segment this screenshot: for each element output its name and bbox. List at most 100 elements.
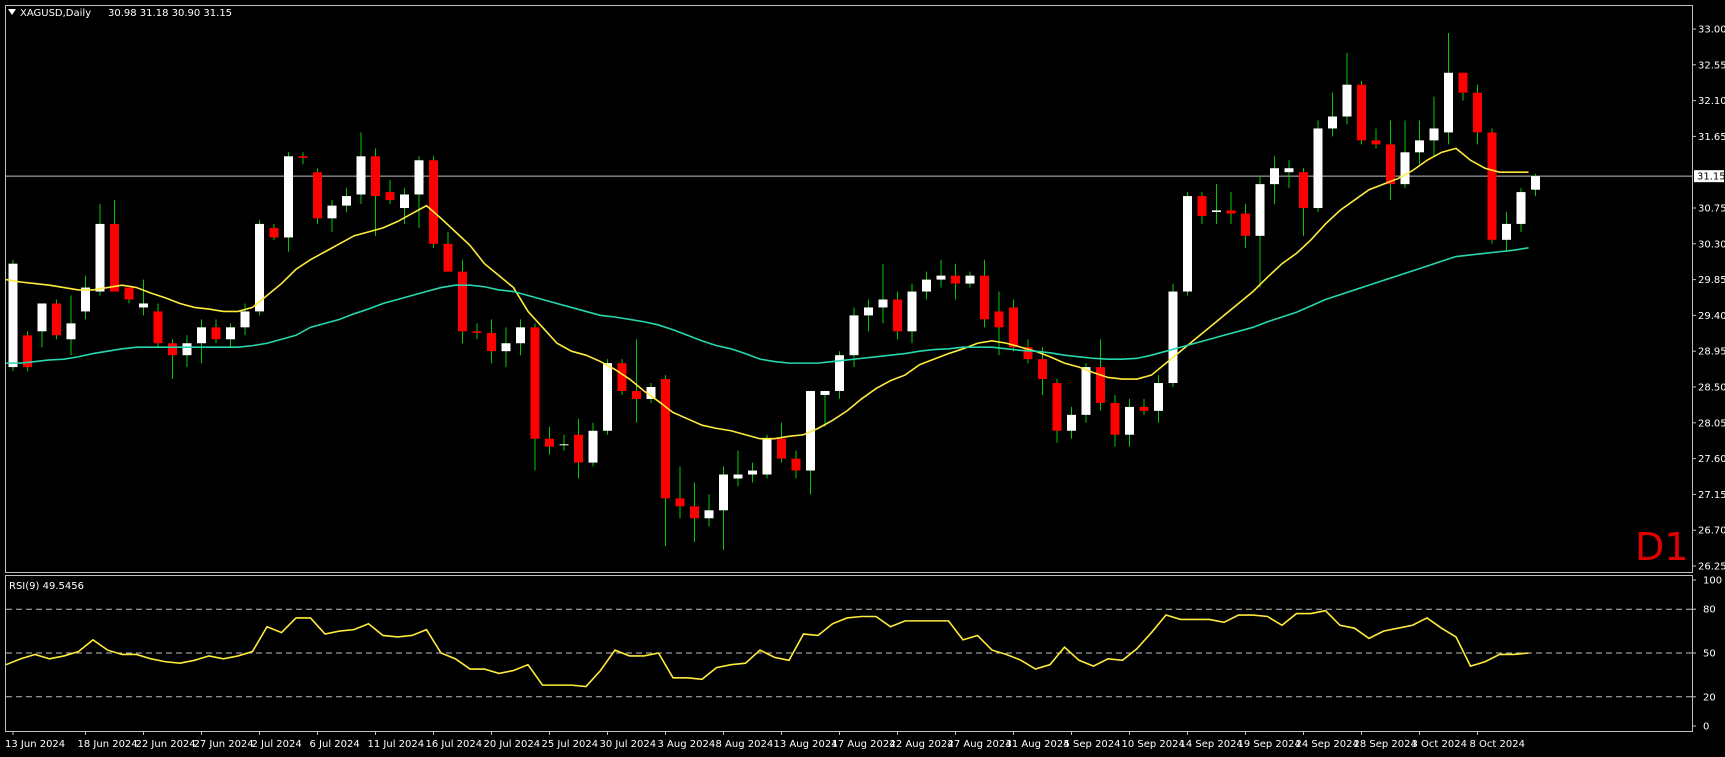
date-tick-label: 11 Jul 2024 [368,739,425,750]
date-tick-label: 14 Sep 2024 [1180,739,1243,750]
bull-candle-body [588,430,598,463]
candle [1531,173,1540,197]
candle [211,319,221,344]
candle [661,375,670,547]
bear-candle-body [168,343,177,356]
candle [1052,379,1062,443]
candle [936,259,946,288]
bear-candle-body [530,327,540,439]
candle [878,263,888,324]
price-tick-label: 26.25 [1698,562,1725,573]
bull-candle-body [1067,414,1076,431]
candle [1197,192,1207,224]
ma-slow-line [6,246,1529,364]
bear-candle-body [1386,144,1395,185]
bear-candle-body [385,192,395,201]
candle [1415,120,1424,165]
candle [1067,406,1076,439]
date-tick-label: 19 Sep 2024 [1238,739,1301,750]
bull-candle-body [835,355,844,391]
bull-candle-body [81,287,90,312]
candle [1270,156,1279,205]
bear-candle-body [574,434,583,463]
bull-candle-body [1415,140,1424,153]
candle [835,351,844,399]
timeframe-label: D1 [1635,525,1688,569]
bull-candle-body [1531,176,1540,190]
bull-candle-body [255,223,264,312]
bear-candle-body [124,287,134,300]
candle [864,299,873,332]
bear-candle-body [980,275,989,320]
bull-candle-body [1168,291,1178,384]
main-chart-frame [5,5,1693,573]
price-tick-label: 29.40 [1698,311,1725,322]
candle [269,223,279,240]
date-tick-label: 8 Aug 2024 [716,739,774,750]
bull-candle-body [733,474,743,479]
candle [66,295,76,356]
price-tick-label: 33.00 [1698,25,1725,36]
candle [530,323,540,471]
candle [23,331,32,372]
candle [1226,192,1236,224]
candle [1487,128,1497,244]
candle [1139,398,1149,415]
candle [1154,375,1163,423]
date-tick-label: 6 Jul 2024 [310,739,360,750]
moving-averages-layer [5,147,1529,440]
candle [95,204,105,296]
axes-layer: 33.00 32.55 32.10 31.65 31.15 30.75 30.30 29.85… [5,25,1725,751]
bear-candle-body [1299,172,1308,208]
bear-candle-body [23,335,32,368]
date-tick-label: 28 Sep 2024 [1354,739,1417,750]
bull-candle-body [1284,168,1294,173]
candle [1168,283,1178,387]
bear-candle-body [1371,140,1381,145]
candle [1357,80,1366,145]
candle [733,450,743,487]
candle [313,168,322,224]
current-price-box [1694,170,1724,183]
bull-candle-body [414,160,424,195]
rsi-tick-label: 100 [1703,576,1722,587]
bull-candle-body [922,279,931,292]
bear-candle-body [1009,307,1018,348]
candle [226,323,235,348]
candle [342,188,351,212]
bull-candle-body [1081,367,1091,415]
candle [748,462,757,483]
candle [429,156,438,248]
candle [1212,184,1221,224]
bull-candle-body [1328,116,1337,129]
bull-candle-body [1125,406,1134,435]
bear-candle-body [429,160,438,244]
rsi-tick-label: 50 [1703,649,1716,660]
bear-candle-body [110,223,119,292]
candle [124,287,134,304]
grid-layer [6,175,1692,698]
bull-candle-body [95,223,105,292]
bear-candle-body [617,363,627,391]
bull-candle-body [820,390,830,395]
candle [777,422,786,463]
bull-candle-body [400,194,409,208]
bull-candle-body [806,390,815,471]
candle [1009,299,1018,352]
bull-candle-body [748,470,757,475]
candle [443,231,453,272]
ohlc-label: 30.98 31.18 30.90 31.15 [108,8,232,19]
bear-candle-body [675,498,685,507]
bull-candle-body [559,444,569,446]
candle [1444,32,1453,145]
collapse-triangle-icon[interactable] [8,9,16,15]
candle [37,303,47,348]
bear-candle-body [791,458,801,471]
candle [762,434,772,479]
bear-candle-body [443,243,453,272]
bear-candle-body [52,303,61,336]
candle [617,359,627,395]
rsi-title: RSI(9) 49.5456 [9,581,84,592]
date-tick-label: 22 Jun 2024 [136,739,196,750]
bull-candle-body [762,438,772,475]
